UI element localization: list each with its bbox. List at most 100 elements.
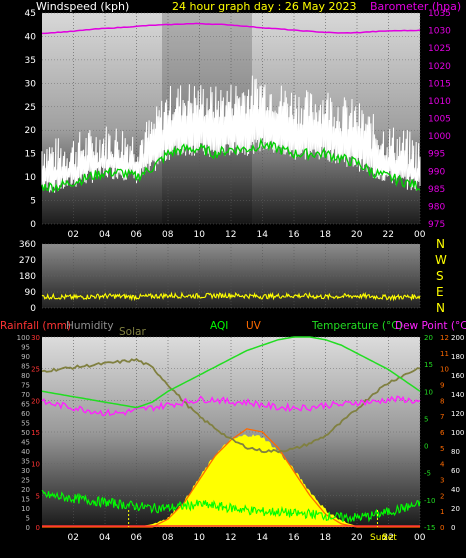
- legend-dewpoint: Dew Point (°C): [395, 320, 466, 332]
- aqi-series: [41, 489, 421, 524]
- x-tick-label-env: 22: [383, 533, 394, 543]
- rain-y-tick-label: 30: [31, 334, 40, 342]
- rain-y-tick-label: 15: [31, 429, 40, 437]
- x-tick-label-wind: 02: [68, 230, 79, 240]
- environment-series: [41, 336, 421, 528]
- rain-y-tick-label: 10: [31, 461, 40, 469]
- axis-labels: 0202040406060808101012121414161618182020…: [17, 9, 465, 543]
- humidity-y-tick-label: 90: [21, 353, 30, 361]
- uv-y-tick-label: 0: [440, 524, 444, 532]
- x-tick-label-env: 06: [131, 533, 143, 543]
- wind-gust-series: [41, 75, 421, 193]
- legend-uv: UV: [246, 320, 262, 332]
- dewpoint-series: [41, 395, 421, 417]
- compass-w: W: [435, 253, 447, 267]
- uv-y-tick-label: 5: [440, 445, 444, 453]
- solar-y-tick-label: 80: [451, 448, 460, 456]
- wind-y-tick-label: 10: [25, 173, 37, 183]
- x-tick-label-wind: 20: [351, 230, 363, 240]
- header-barometer-label: Barometer (hpa): [370, 0, 461, 13]
- uv-y-tick-label: 6: [440, 429, 445, 437]
- uv-y-tick-label: 10: [440, 366, 449, 374]
- uv-series: [42, 428, 420, 528]
- direction-y-tick-label: 180: [19, 272, 36, 282]
- legend-temperature: Temperature (°C): [311, 320, 403, 332]
- x-tick-label-env: 10: [194, 533, 206, 543]
- x-tick-label-wind: 10: [194, 230, 206, 240]
- compass-n-top: N: [436, 237, 445, 251]
- uv-y-tick-label: 12: [440, 334, 449, 342]
- temperature-y-tick-label: 5: [424, 415, 428, 423]
- barometer-y-tick-label: 1000: [428, 132, 451, 142]
- humidity-y-tick-label: 70: [21, 391, 30, 399]
- wind-average-series: [41, 137, 421, 194]
- wind-series: [41, 22, 421, 194]
- wind-y-tick-label: 30: [25, 79, 37, 89]
- x-tick-label-wind: 00: [414, 230, 426, 240]
- wind-y-tick-label: 45: [25, 9, 36, 19]
- humidity-y-tick-label: 100: [17, 334, 30, 342]
- solar-area-series: [42, 434, 420, 527]
- temperature-y-tick-label: -10: [424, 497, 435, 505]
- humidity-series: [41, 358, 421, 454]
- solar-y-tick-label: 100: [451, 429, 464, 437]
- legend-humidity: Humidity: [66, 320, 114, 332]
- wind-y-tick-label: 5: [30, 197, 36, 207]
- legend-solar: Solar: [119, 326, 146, 338]
- humidity-y-tick-label: 10: [21, 505, 30, 513]
- compass-e: E: [436, 285, 444, 299]
- barometer-y-tick-label: 1025: [428, 44, 451, 54]
- header-windspeed-label: Windspeed (kph): [36, 0, 129, 13]
- humidity-y-tick-label: 75: [21, 382, 30, 390]
- wind-y-tick-label: 25: [25, 103, 36, 113]
- humidity-y-tick-label: 55: [21, 420, 30, 428]
- x-tick-label-env: 12: [225, 533, 236, 543]
- temperature-y-tick-label: 15: [424, 361, 433, 369]
- header-title: 24 hour graph day : 26 May 2023: [172, 0, 357, 13]
- x-tick-label-wind: 22: [383, 230, 394, 240]
- humidity-y-tick-label: 5: [26, 515, 30, 523]
- uv-y-tick-label: 1: [440, 508, 444, 516]
- x-tick-label-wind: 08: [162, 230, 174, 240]
- uv-y-tick-label: 3: [440, 477, 444, 485]
- humidity-y-tick-label: 25: [21, 477, 30, 485]
- x-tick-label-wind: 04: [99, 230, 111, 240]
- uv-y-tick-label: 2: [440, 492, 444, 500]
- uv-y-tick-label: 11: [440, 350, 449, 358]
- solar-y-tick-label: 180: [451, 353, 464, 361]
- humidity-y-tick-label: 65: [21, 401, 30, 409]
- x-tick-label-wind: 16: [288, 230, 300, 240]
- x-tick-label-env: 20: [351, 533, 363, 543]
- x-tick-label-wind: 12: [225, 230, 236, 240]
- temperature-y-tick-label: 10: [424, 388, 433, 396]
- x-tick-label-env: 00: [414, 533, 426, 543]
- solar-y-tick-label: 140: [451, 391, 464, 399]
- solar-y-tick-label: 20: [451, 505, 460, 513]
- barometer-y-tick-label: 990: [428, 167, 445, 177]
- barometer-y-tick-label: 985: [428, 185, 445, 195]
- direction-y-tick-label: 360: [19, 240, 36, 250]
- humidity-y-tick-label: 40: [21, 448, 30, 456]
- uv-y-tick-label: 7: [440, 413, 444, 421]
- humidity-y-tick-label: 45: [21, 439, 30, 447]
- barometer-y-tick-label: 1030: [428, 27, 451, 37]
- temperature-y-tick-label: -5: [424, 470, 431, 478]
- direction-y-tick-label: 0: [30, 304, 36, 314]
- wind-y-tick-label: 0: [30, 220, 36, 230]
- temperature-series: [41, 336, 421, 409]
- solar-y-tick-label: 200: [451, 334, 464, 342]
- barometer-y-tick-label: 980: [428, 202, 445, 212]
- uv-y-tick-label: 4: [440, 461, 445, 469]
- direction-series: [41, 291, 421, 302]
- sun-label: Sun: [370, 533, 387, 543]
- solar-y-tick-label: 160: [451, 372, 464, 380]
- wind-y-tick-label: 40: [25, 32, 37, 42]
- wind-y-tick-label: 20: [25, 126, 37, 136]
- x-tick-label-wind: 18: [320, 230, 332, 240]
- barometer-y-tick-label: 1020: [428, 62, 451, 72]
- humidity-y-tick-label: 0: [26, 524, 30, 532]
- humidity-y-tick-label: 15: [21, 496, 30, 504]
- compass-s: S: [436, 269, 444, 283]
